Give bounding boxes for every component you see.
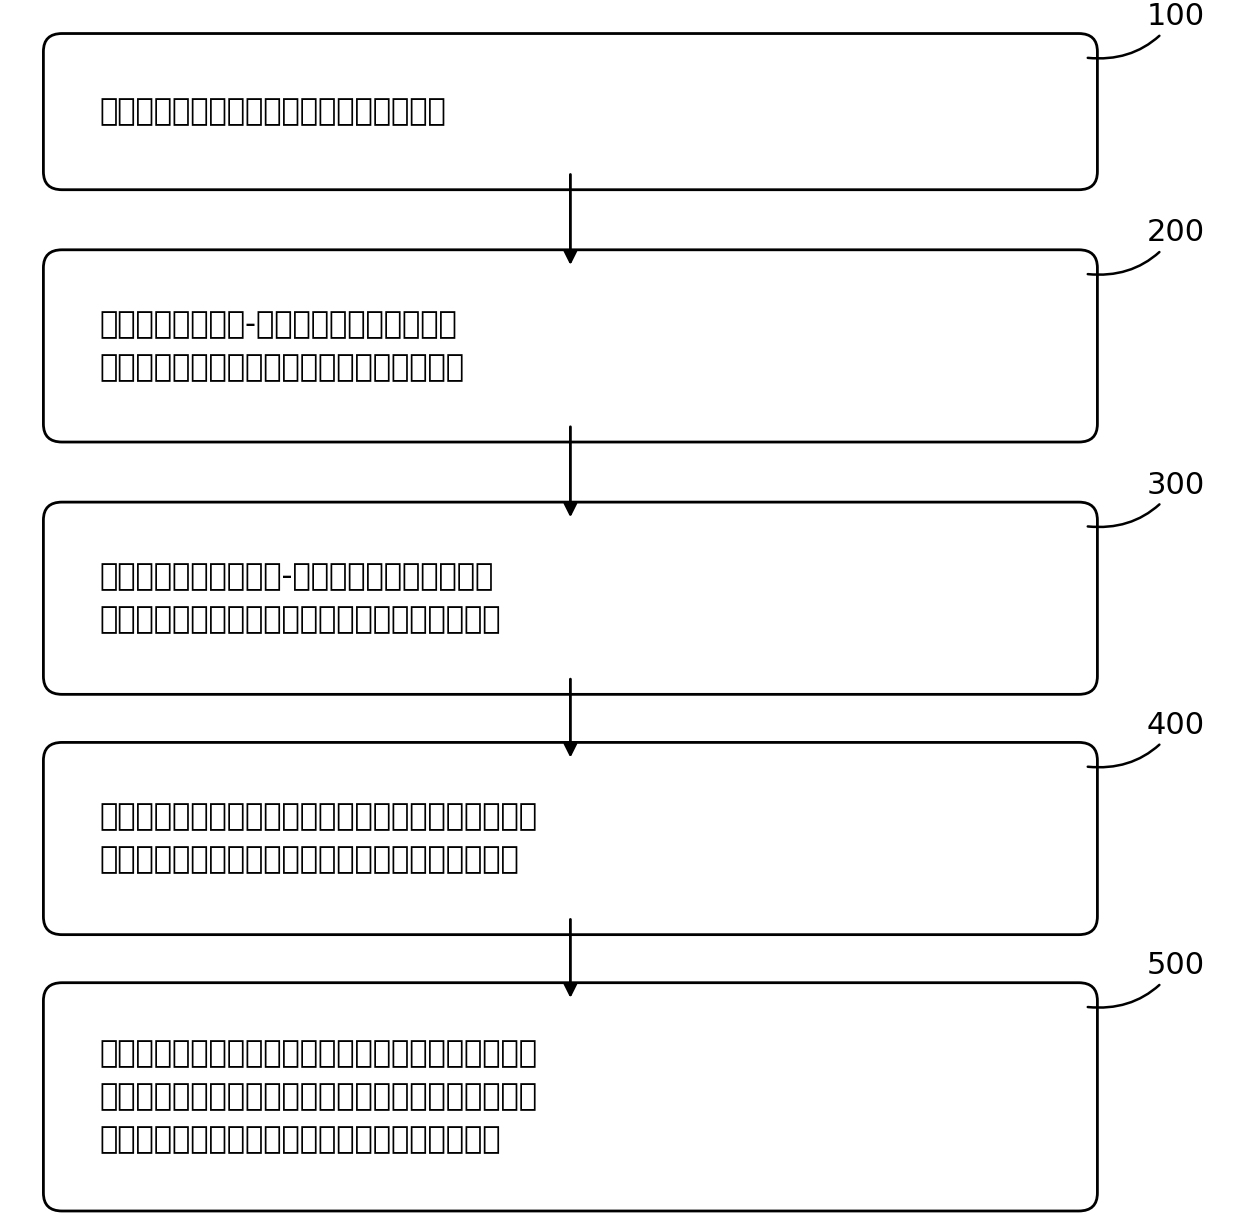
FancyBboxPatch shape (43, 34, 1097, 190)
Text: 获取镜头模组当前所处环境的环境色温值。: 获取镜头模组当前所处环境的环境色温值。 (99, 97, 446, 127)
Text: 100: 100 (1087, 2, 1205, 58)
Text: 300: 300 (1087, 471, 1205, 527)
FancyBboxPatch shape (43, 742, 1097, 935)
Text: 200: 200 (1087, 218, 1205, 275)
FancyBboxPatch shape (43, 982, 1097, 1211)
Text: 据相对差值对镜头模组拍摄的图像的色差进行矫正使得
镜头模组在环境色温值下拍摄的图像的色差靠近或达到
标样镜头模组在环境色温值下拍摄的图像的色差。: 据相对差值对镜头模组拍摄的图像的色差进行矫正使得 镜头模组在环境色温值下拍摄的图… (99, 1039, 537, 1154)
Text: 从标样镜头模组的色温-色温参数对应关系曲线中
查找出标样镜头模组在环境色温值下的色温参数。: 从标样镜头模组的色温-色温参数对应关系曲线中 查找出标样镜头模组在环境色温值下的… (99, 562, 501, 634)
FancyBboxPatch shape (43, 503, 1097, 695)
FancyBboxPatch shape (43, 249, 1097, 442)
Text: 500: 500 (1087, 952, 1205, 1008)
Text: 计算查找出的镜头模组在环境色温值下的色温参数和标
样镜头模组在环境色温值下的色温参数的相对差值。: 计算查找出的镜头模组在环境色温值下的色温参数和标 样镜头模组在环境色温值下的色温… (99, 803, 537, 875)
Text: 400: 400 (1087, 711, 1205, 767)
Text: 从镜头模组的色温-色温参数对应关系曲线中
查找出镜头模组在环境色温值下的色温参数。: 从镜头模组的色温-色温参数对应关系曲线中 查找出镜头模组在环境色温值下的色温参数… (99, 310, 464, 382)
